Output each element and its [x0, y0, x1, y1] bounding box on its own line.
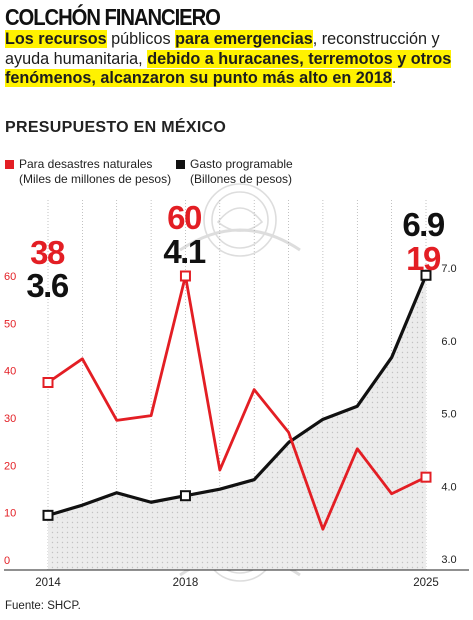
legend-label-line: Para desastres naturales: [19, 157, 153, 171]
section-title: PRESUPUESTO EN MÉXICO: [5, 119, 227, 136]
legend-swatch-black: [176, 160, 185, 169]
point-gasto: [179, 490, 191, 502]
data-label-gasto: 6.9: [402, 206, 445, 243]
source-note: Fuente: SHCP.: [5, 600, 81, 612]
data-label-desastres: 60: [167, 199, 201, 236]
legend-label-line: Gasto programable: [190, 157, 293, 171]
lede-part: para emergencias: [175, 30, 313, 48]
right-axis-tick-label: 3.0: [441, 554, 456, 566]
point-desastres: [42, 377, 54, 388]
right-axis-tick-label: 6.0: [441, 336, 456, 348]
x-axis-tick-label: 2018: [173, 577, 199, 589]
right-axis-tick-label: 4.0: [441, 481, 456, 493]
series-line-gasto: [47, 274, 428, 517]
data-label-desastres: 19: [406, 240, 441, 277]
lede-part: , reconstrucción y ayuda humanitaria,: [5, 30, 440, 68]
lede-part: públicos: [106, 30, 176, 48]
legend-label-gasto: Gasto programable (Billones de pesos): [190, 157, 293, 187]
legend-label-unit: (Billones de pesos): [190, 172, 293, 186]
lede-part: Los recursos: [5, 30, 107, 48]
x-axis-tick-label: 2025: [413, 577, 439, 589]
chart-title: COLCHÓN FINANCIERO: [5, 4, 221, 30]
left-axis-tick-label: 40: [4, 366, 16, 378]
series-line-desastres: [47, 274, 427, 531]
lede-paragraph: Los recursos públicos para emergencias, …: [5, 30, 467, 89]
legend-label-desastres: Para desastres naturales (Miles de millo…: [19, 157, 171, 187]
area-gasto: [48, 275, 426, 570]
data-label-gasto: 3.6: [26, 267, 69, 304]
left-axis-tick-label: 0: [4, 555, 10, 567]
data-label-desastres: 38: [30, 234, 65, 271]
right-axis-tick-label: 7.0: [441, 263, 456, 275]
left-axis-tick-label: 10: [4, 508, 16, 520]
legend-label-unit: (Miles de millones de pesos): [19, 172, 172, 186]
point-gasto: [42, 509, 54, 521]
left-axis-tick-label: 30: [4, 413, 16, 425]
point-desastres: [179, 270, 191, 282]
x-axis-tick-label: 2014: [35, 577, 61, 589]
legend-swatch-red: [5, 160, 14, 169]
lede-part: .: [391, 69, 397, 87]
right-axis-tick-label: 5.0: [441, 409, 456, 421]
left-axis-tick-label: 60: [4, 271, 16, 283]
point-gasto: [420, 269, 432, 281]
data-label-gasto: 4.1: [163, 233, 206, 270]
left-axis-tick-label: 50: [4, 318, 16, 330]
left-axis-tick-label: 20: [4, 460, 16, 472]
point-desastres: [420, 471, 432, 483]
